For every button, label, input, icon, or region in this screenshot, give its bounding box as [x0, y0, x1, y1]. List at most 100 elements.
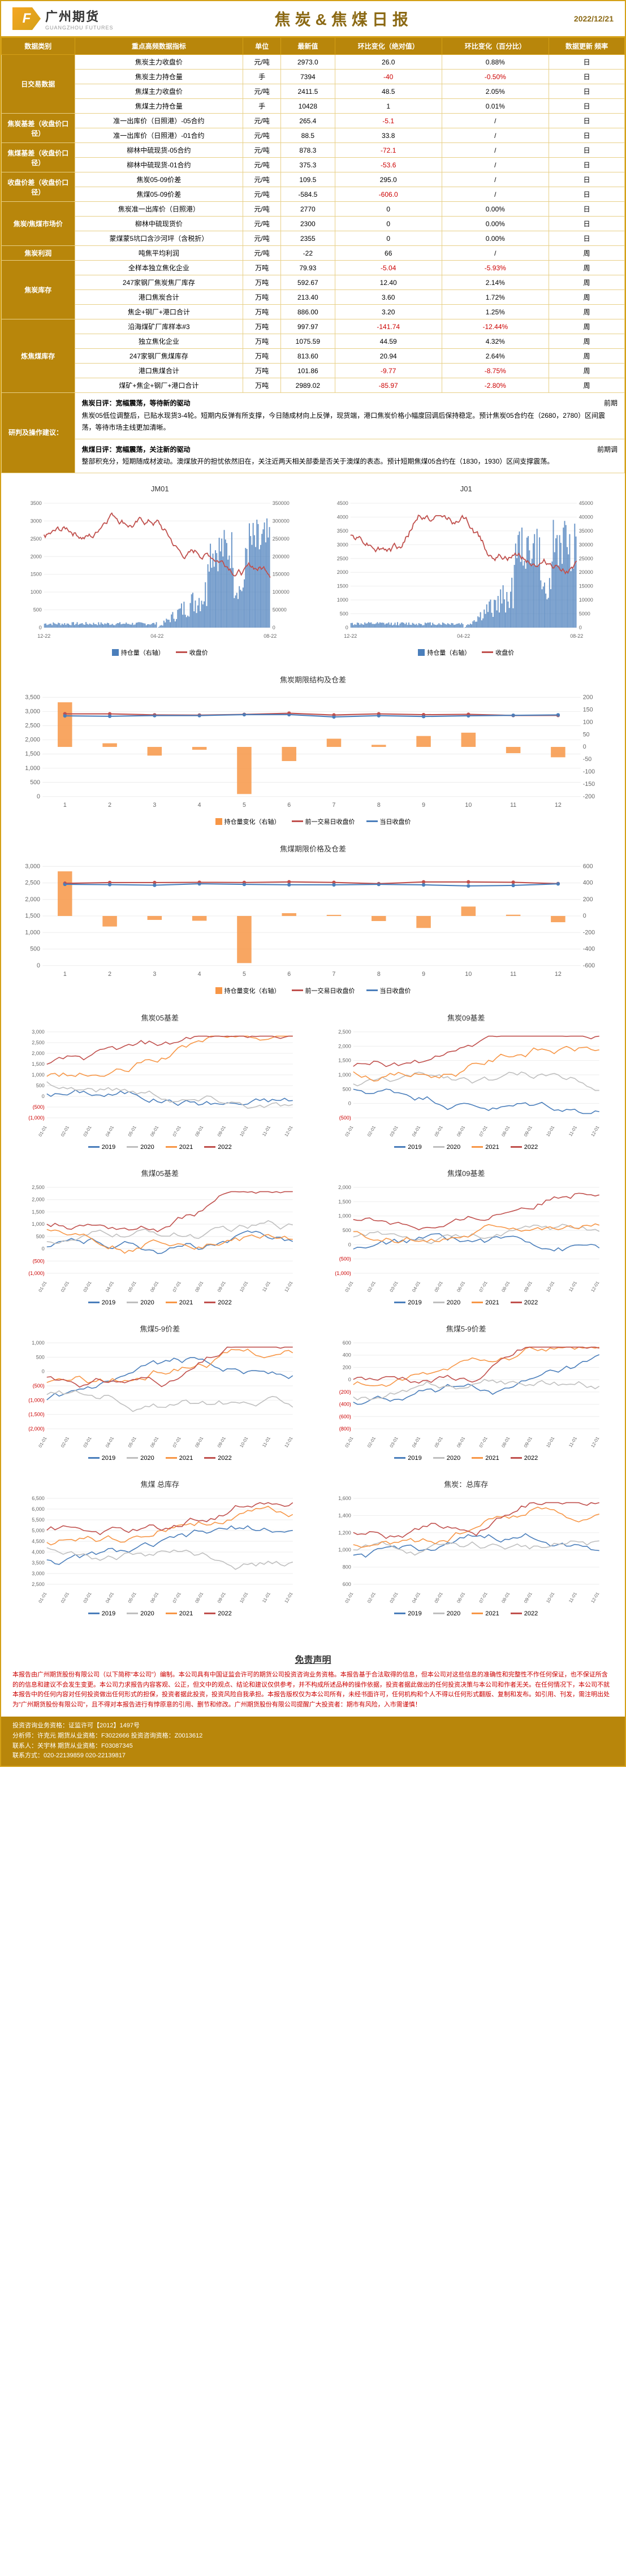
svg-text:12: 12	[555, 971, 562, 978]
svg-text:11-01: 11-01	[261, 1280, 271, 1293]
svg-text:09-01: 09-01	[217, 1436, 227, 1449]
svg-text:05-01: 05-01	[433, 1125, 443, 1138]
table-header: 重点高频数据指标	[75, 38, 243, 55]
legend-item: 持仓量（右轴）	[418, 648, 470, 657]
data-cell: -22	[280, 246, 335, 261]
svg-text:01-01: 01-01	[344, 1591, 354, 1604]
data-cell: 元/吨	[243, 143, 281, 158]
svg-text:1,600: 1,600	[338, 1496, 351, 1501]
disclaimer: 免责声明 本报告由广州期货股份有限公司（以下简称"本公司"）编制。本公司具有中国…	[1, 1645, 625, 1717]
legend-item: 2022	[204, 1144, 231, 1151]
svg-text:-100: -100	[583, 768, 595, 775]
legend-item: 2019	[88, 1455, 115, 1462]
svg-text:6,000: 6,000	[32, 1506, 45, 1512]
table-header: 环比变化（绝对值）	[335, 38, 442, 55]
data-cell: 港口焦煤合计	[75, 364, 243, 378]
table-row: 焦炭库存全样本独立焦化企业万吨79.93-5.04-5.93%周	[2, 261, 625, 275]
analysis-jm: 焦煤日评：宽幅震荡，关注新的驱动前期调 整部积充分，短期随成材波动。澳煤放开的担…	[75, 439, 624, 473]
data-cell: 元/吨	[243, 187, 281, 202]
svg-text:7: 7	[333, 971, 336, 978]
data-cell: 295.0	[335, 172, 442, 187]
svg-text:12-22: 12-22	[37, 633, 50, 639]
svg-text:08-22: 08-22	[264, 633, 277, 639]
svg-text:(1,500): (1,500)	[28, 1412, 45, 1417]
svg-text:5: 5	[243, 802, 246, 809]
data-cell: 焦煤主力收盘价	[75, 84, 243, 99]
svg-text:06-01: 06-01	[149, 1125, 159, 1138]
data-cell: -9.77	[335, 364, 442, 378]
table-row: 焦煤主力持仓量手1042810.01%日	[2, 99, 625, 114]
svg-text:200: 200	[583, 694, 593, 701]
legend-item: 2020	[127, 1299, 154, 1306]
data-cell: 79.93	[280, 261, 335, 275]
chart-legend: 2019202020212022	[319, 1610, 614, 1617]
svg-text:0: 0	[42, 1093, 45, 1099]
legend-item: 2019	[88, 1610, 115, 1617]
legend-item: 2019	[88, 1299, 115, 1306]
svg-text:500: 500	[33, 607, 42, 613]
chart-canvas: 6008001,0001,2001,4001,60001-0102-0103-0…	[319, 1494, 614, 1607]
data-cell: 592.67	[280, 275, 335, 290]
legend-item: 2022	[511, 1610, 538, 1617]
svg-text:12-01: 12-01	[590, 1436, 600, 1449]
multi-year-chart: 焦炭05基差(1,000)(500)05001,0001,5002,0002,5…	[12, 1012, 308, 1151]
data-cell: 日	[549, 158, 625, 172]
svg-text:09-01: 09-01	[217, 1125, 227, 1138]
chart-canvas: 0500100015002000250030003500050000100000…	[12, 498, 308, 645]
term-chart: 焦煤期限价格及仓差05001,0001,5002,0002,5003,000-6…	[12, 843, 614, 995]
svg-text:8: 8	[377, 802, 381, 809]
data-cell: 0.00%	[442, 202, 549, 217]
disclaimer-title: 免责声明	[12, 1652, 614, 1666]
legend-item: 2020	[127, 1455, 154, 1462]
chart-section: JM01050010001500200025003000350005000010…	[1, 473, 625, 1645]
data-cell: /	[442, 187, 549, 202]
data-cell: 周	[549, 305, 625, 319]
chart-canvas: (1,000)(500)05001,0001,5002,0002,50001-0…	[12, 1183, 308, 1296]
chart-legend: 2019202020212022	[319, 1299, 614, 1306]
data-cell: 日	[549, 70, 625, 84]
svg-text:04-01: 04-01	[105, 1125, 115, 1138]
vol-price-chart: J010500100015002000250030003500400045000…	[319, 485, 614, 657]
svg-text:02-01: 02-01	[60, 1125, 70, 1138]
svg-text:01-01: 01-01	[344, 1125, 354, 1138]
svg-text:8: 8	[377, 971, 381, 978]
svg-text:4,000: 4,000	[32, 1549, 45, 1555]
svg-text:05-01: 05-01	[433, 1436, 443, 1449]
multi-year-chart: 焦煤5-9价差(800)(600)(400)(200)020040060001-…	[319, 1323, 614, 1462]
svg-text:2,500: 2,500	[25, 723, 40, 729]
svg-text:3,500: 3,500	[32, 1560, 45, 1566]
svg-text:10-01: 10-01	[545, 1591, 555, 1604]
data-cell: 焦炭准一出库价（日照港）	[75, 202, 243, 217]
chart-title: 焦煤 总库存	[12, 1479, 308, 1489]
svg-text:0: 0	[42, 1246, 45, 1252]
table-row: 柳林中硫现货-01合约元/吨375.3-53.6/日	[2, 158, 625, 172]
data-cell: 2989.02	[280, 378, 335, 393]
data-cell: 周	[549, 364, 625, 378]
svg-text:2,500: 2,500	[32, 1185, 45, 1190]
header: F 广州期货 GUANGZHOU FUTURES 焦炭&焦煤日报 2022/12…	[1, 1, 625, 37]
svg-text:30000: 30000	[578, 542, 593, 547]
footer: 投资咨询业务资格：证监许可【2012】1497号 分析师：许克元 期货从业资格：…	[1, 1717, 625, 1765]
table-header: 数据类别	[2, 38, 75, 55]
svg-text:300000: 300000	[273, 518, 290, 524]
svg-text:11-01: 11-01	[261, 1125, 271, 1137]
svg-text:-50: -50	[583, 756, 592, 763]
data-cell: 88.5	[280, 128, 335, 143]
svg-text:1,500: 1,500	[32, 1209, 45, 1214]
data-cell: 20.94	[335, 349, 442, 364]
chart-legend: 持仓量（右轴）收盘价	[12, 648, 308, 657]
legend-item: 2022	[511, 1299, 538, 1306]
data-cell: 周	[549, 334, 625, 349]
legend-item: 当日收盘价	[366, 817, 411, 826]
legend-item: 2021	[472, 1610, 499, 1617]
svg-text:12-01: 12-01	[283, 1125, 293, 1138]
data-cell: 万吨	[243, 319, 281, 334]
legend-item: 2021	[472, 1144, 499, 1151]
data-cell: 元/吨	[243, 114, 281, 128]
data-cell: 213.40	[280, 290, 335, 305]
data-cell: -0.50%	[442, 70, 549, 84]
legend-item: 2022	[204, 1299, 231, 1306]
chart-legend: 2019202020212022	[319, 1455, 614, 1462]
svg-text:07-01: 07-01	[172, 1280, 182, 1293]
footer-contact-person: 联系人：关宇林 期货从业资格：F03087345	[12, 1741, 614, 1752]
